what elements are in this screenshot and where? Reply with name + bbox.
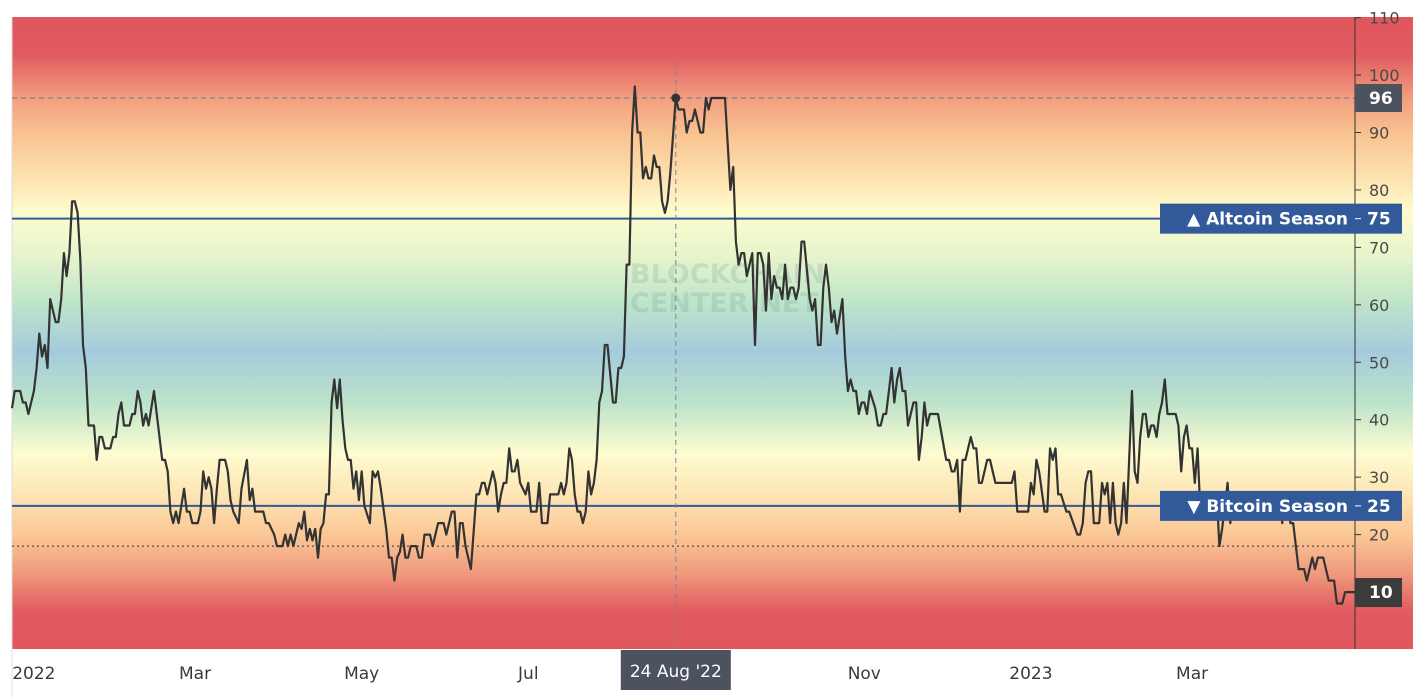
- altcoin-index-line: [10, 85, 1356, 605]
- y-tick-label: 60: [1369, 296, 1389, 315]
- svg-text:CENTER.NET: CENTER.NET: [630, 288, 819, 319]
- y-tick-label: 50: [1369, 353, 1389, 372]
- svg-text:24 Aug '22: 24 Aug '22: [630, 662, 722, 682]
- svg-text:BLOCKCHAIN: BLOCKCHAIN: [630, 259, 825, 290]
- svg-text:96: 96: [1369, 89, 1393, 109]
- x-tick-label: Jul: [517, 664, 539, 684]
- x-tick-label: 2022: [12, 664, 55, 684]
- y-tick-label: 30: [1369, 468, 1389, 487]
- crosshair-date-label: 24 Aug '22: [620, 650, 731, 690]
- reference-label-text: ▲ Altcoin Season: [1187, 210, 1348, 230]
- y-tick-label: 110: [1369, 9, 1400, 28]
- x-tick-label: 2023: [1009, 664, 1052, 684]
- plot-background: [12, 17, 1413, 649]
- last-value-label: 10: [1355, 578, 1402, 608]
- x-tick-label: Nov: [848, 664, 881, 684]
- svg-text:10: 10: [1369, 583, 1393, 603]
- reference-label-75: ▲ Altcoin Season 75: [1160, 203, 1402, 234]
- reference-label-25: ▼ Bitcoin Season 25: [1160, 490, 1402, 521]
- y-tick-label: 90: [1369, 123, 1389, 142]
- y-tick-label: 40: [1369, 411, 1389, 430]
- y-tick-label: 20: [1369, 526, 1389, 545]
- y-tick-label: 80: [1369, 181, 1389, 200]
- y-tick-label: 100: [1369, 66, 1400, 85]
- x-tick-label: Mar: [179, 664, 211, 684]
- crosshair-point: [671, 93, 681, 103]
- watermark: BLOCKCHAIN CENTER.NET: [630, 259, 825, 319]
- reference-label-text: ▼ Bitcoin Season: [1187, 497, 1348, 517]
- reference-value-text: 75: [1367, 210, 1391, 230]
- crosshair-value-label: 96: [1355, 84, 1402, 113]
- reference-value-text: 25: [1367, 497, 1391, 517]
- y-tick-label: 70: [1369, 238, 1389, 257]
- x-tick-label: Mar: [1176, 664, 1208, 684]
- x-tick-label: May: [344, 664, 379, 684]
